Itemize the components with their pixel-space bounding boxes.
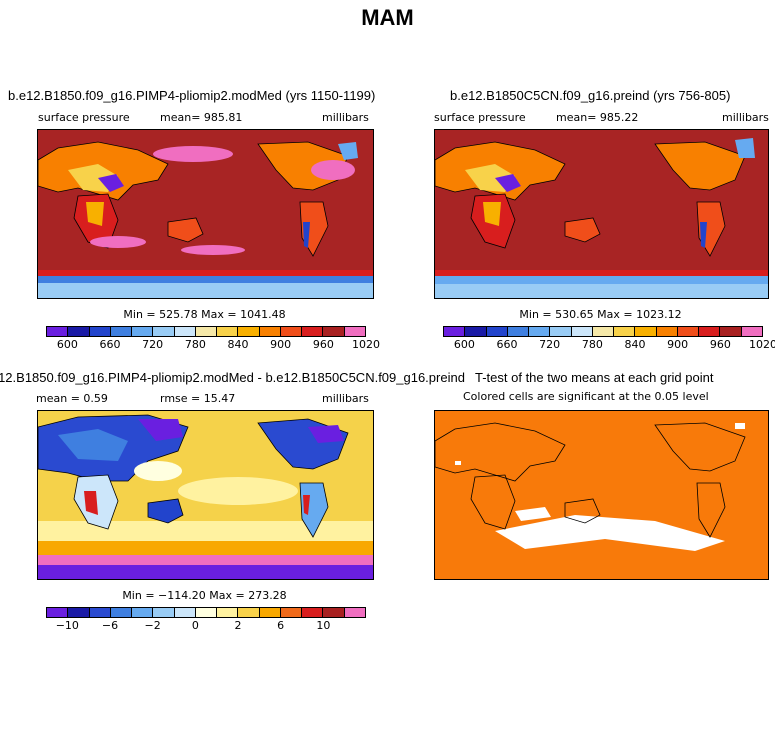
colorbar-tick-label: −10 <box>55 619 79 632</box>
colorbar-tick-label: 600 <box>56 338 78 351</box>
colorbar-swatch <box>280 608 303 617</box>
panel-3-colorbar <box>46 607 366 618</box>
colorbar-swatch <box>132 327 154 336</box>
panel-3-mean-label: mean = 0.59 <box>36 392 108 405</box>
colorbar-tick-label: 10 <box>316 619 331 632</box>
colorbar-swatch <box>635 327 657 336</box>
colorbar-tick-label: 960 <box>709 338 731 351</box>
colorbar-swatch <box>195 327 218 336</box>
colorbar-tick-label: 840 <box>624 338 646 351</box>
colorbar-swatch <box>259 327 281 336</box>
panel-1-minmax: Min = 525.78 Max = 1041.48 <box>123 308 286 321</box>
colorbar-swatch <box>550 327 572 336</box>
colorbar-swatch <box>323 608 345 617</box>
colorbar-swatch <box>217 327 239 336</box>
colorbar-tick-label: 600 <box>453 338 475 351</box>
colorbar-swatch <box>302 327 324 336</box>
colorbar-tick-label: −6 <box>101 619 119 632</box>
colorbar-tick-label: 900 <box>667 338 689 351</box>
panel-2-mean-label: mean= 985.22 <box>556 111 639 124</box>
panel-1-colorbar <box>46 326 366 337</box>
panel-3-minmax: Min = −114.20 Max = 273.28 <box>122 589 287 602</box>
colorbar-swatch <box>571 327 593 336</box>
colorbar-swatch <box>344 608 365 617</box>
colorbar-tick-label: 720 <box>142 338 164 351</box>
colorbar-tick-label: −2 <box>144 619 161 632</box>
colorbar-swatch <box>259 608 281 617</box>
colorbar-swatch <box>153 608 175 617</box>
colorbar-tick-label: 720 <box>539 338 561 351</box>
colorbar-swatch <box>89 608 111 617</box>
colorbar-swatch <box>323 327 345 336</box>
colorbar-swatch <box>444 327 466 336</box>
colorbar-swatch <box>741 327 762 336</box>
panel-3-rmse-label: rmse = 15.47 <box>160 392 236 405</box>
colorbar-swatch <box>677 327 700 336</box>
panel-1-colorbar-labels: 600 660 720 780 840 900 960 1020 <box>46 338 380 351</box>
colorbar-swatch <box>280 327 303 336</box>
colorbar-swatch <box>110 327 133 336</box>
panel-1-title: b.e12.B1850.f09_g16.PIMP4-pliomip2.modMe… <box>8 88 376 103</box>
panel-3-units-label: millibars <box>322 392 369 405</box>
colorbar-swatch <box>302 608 324 617</box>
colorbar-swatch <box>507 327 530 336</box>
colorbar-swatch <box>68 327 90 336</box>
colorbar-tick-label: 960 <box>312 338 334 351</box>
colorbar-swatch <box>132 608 154 617</box>
panel-4-map <box>434 410 769 580</box>
panel-1-map <box>37 129 374 299</box>
colorbar-swatch <box>529 327 551 336</box>
colorbar-swatch <box>699 327 721 336</box>
colorbar-swatch <box>89 327 111 336</box>
panel-2-map <box>434 129 769 299</box>
colorbar-swatch <box>656 327 678 336</box>
panel-4-subtitle: Colored cells are significant at the 0.0… <box>463 390 709 403</box>
colorbar-swatch <box>614 327 636 336</box>
colorbar-tick-label: 1020 <box>352 338 380 351</box>
panel-3-title: b.e12.B1850.f09_g16.PIMP4-pliomip2.modMe… <box>0 370 465 385</box>
colorbar-swatch <box>344 327 365 336</box>
panel-1-units-label: millibars <box>322 111 369 124</box>
colorbar-swatch <box>153 327 175 336</box>
panel-2-units-label: millibars <box>722 111 769 124</box>
colorbar-swatch <box>110 608 133 617</box>
panel-1-variable-label: surface pressure <box>38 111 130 124</box>
colorbar-tick-label: 900 <box>270 338 292 351</box>
colorbar-swatch <box>68 608 90 617</box>
colorbar-tick-label: 1020 <box>749 338 775 351</box>
colorbar-swatch <box>195 608 218 617</box>
colorbar-swatch <box>486 327 508 336</box>
colorbar-tick-label: 780 <box>184 338 206 351</box>
panel-2-variable-label: surface pressure <box>434 111 526 124</box>
colorbar-tick-label: 660 <box>99 338 121 351</box>
colorbar-tick-label: 780 <box>581 338 603 351</box>
colorbar-swatch <box>238 608 260 617</box>
colorbar-swatch <box>217 608 239 617</box>
panel-3-map <box>37 410 374 580</box>
panel-1-mean-label: mean= 985.81 <box>160 111 243 124</box>
colorbar-swatch <box>592 327 615 336</box>
panel-2-colorbar <box>443 326 763 337</box>
colorbar-swatch <box>47 608 69 617</box>
colorbar-swatch <box>47 327 69 336</box>
colorbar-swatch <box>174 327 196 336</box>
colorbar-swatch <box>238 327 260 336</box>
panel-4-title: T-test of the two means at each grid poi… <box>475 370 714 385</box>
colorbar-tick-label: 2 <box>234 619 242 632</box>
panel-2-minmax: Min = 530.65 Max = 1023.12 <box>519 308 682 321</box>
panel-2-colorbar-labels: 600 660 720 780 840 900 960 1020 <box>443 338 775 351</box>
panel-2-title: b.e12.B1850C5CN.f09_g16.preind (yrs 756-… <box>450 88 731 103</box>
colorbar-tick-label: 0 <box>191 619 199 632</box>
colorbar-swatch <box>465 327 487 336</box>
panel-3-colorbar-labels: −10 −6 −2 0 2 6 10 <box>46 619 364 632</box>
colorbar-swatch <box>174 608 196 617</box>
colorbar-swatch <box>720 327 742 336</box>
colorbar-tick-label: 660 <box>496 338 518 351</box>
colorbar-tick-label: 6 <box>277 619 285 632</box>
colorbar-tick-label: 840 <box>227 338 249 351</box>
page-title: MAM <box>361 5 414 30</box>
